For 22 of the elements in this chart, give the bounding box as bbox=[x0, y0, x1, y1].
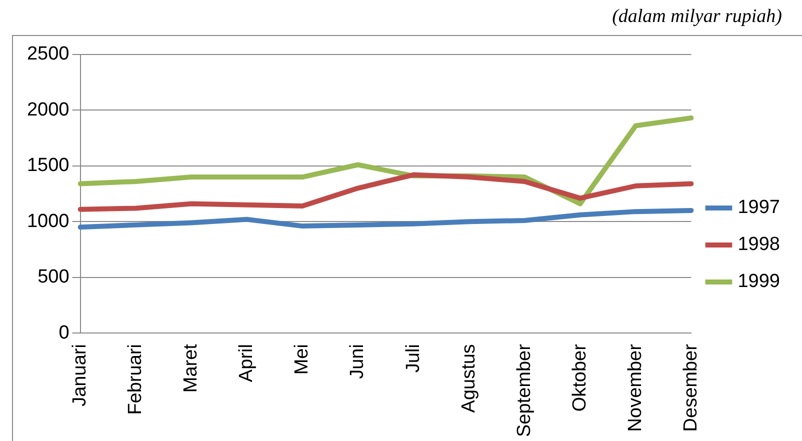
y-tick-label: 1000 bbox=[26, 210, 70, 232]
x-tick-label: Agustus bbox=[458, 344, 480, 413]
x-tick-label: Oktober bbox=[569, 343, 590, 412]
x-tick-label: Juni bbox=[347, 344, 368, 379]
y-tick-label: 500 bbox=[38, 266, 70, 288]
legend-label: 1998 bbox=[738, 234, 780, 256]
y-tick-label: 0 bbox=[58, 322, 70, 344]
x-tick-label: April bbox=[236, 344, 258, 382]
x-tick-label: Mei bbox=[292, 344, 313, 375]
x-tick-label: November bbox=[624, 343, 646, 432]
x-tick-label: Februari bbox=[125, 344, 146, 415]
legend-label: 1997 bbox=[738, 197, 780, 218]
x-tick-label: Desember bbox=[680, 343, 702, 432]
x-tick-label: Juli bbox=[402, 344, 424, 373]
legend-label: 1999 bbox=[738, 271, 780, 292]
x-tick-label: Januari bbox=[70, 344, 90, 406]
y-tick-label: 2000 bbox=[26, 99, 70, 120]
x-tick-label: September bbox=[514, 343, 535, 438]
y-tick-label: 2500 bbox=[26, 44, 70, 65]
x-tick-label: Maret bbox=[180, 343, 202, 393]
y-tick-label: 1500 bbox=[26, 155, 70, 176]
chart-subtitle: (dalam milyar rupiah) bbox=[612, 6, 782, 28]
